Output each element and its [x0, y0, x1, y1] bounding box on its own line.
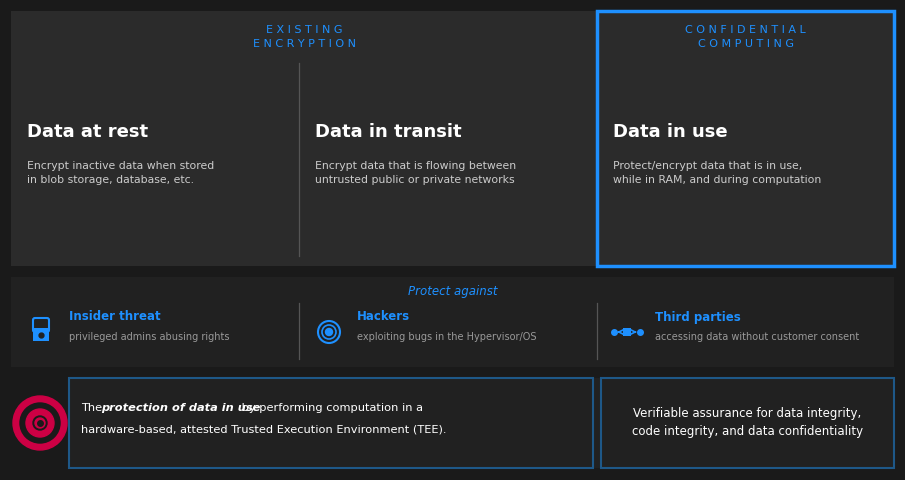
Text: privileged admins abusing rights: privileged admins abusing rights	[69, 332, 230, 342]
Text: Data in use: Data in use	[613, 123, 728, 141]
Text: E X I S T I N G: E X I S T I N G	[266, 25, 342, 35]
Circle shape	[26, 409, 54, 437]
Text: exploiting bugs in the Hypervisor/OS: exploiting bugs in the Hypervisor/OS	[357, 332, 537, 342]
Text: Hackers: Hackers	[357, 311, 410, 324]
Text: C O N F I D E N T I A L: C O N F I D E N T I A L	[685, 25, 805, 35]
Text: hardware-based, attested Trusted Execution Environment (TEE).: hardware-based, attested Trusted Executi…	[81, 425, 446, 435]
Circle shape	[33, 416, 47, 430]
Text: Insider threat: Insider threat	[69, 311, 160, 324]
FancyBboxPatch shape	[69, 378, 894, 468]
FancyBboxPatch shape	[623, 328, 631, 336]
Text: protection of data in use: protection of data in use	[101, 403, 261, 413]
FancyBboxPatch shape	[11, 277, 894, 367]
Text: The: The	[81, 403, 106, 413]
Circle shape	[20, 403, 60, 443]
Text: Protect against: Protect against	[408, 285, 497, 298]
Text: Protect/encrypt data that is in use,
while in RAM, and during computation: Protect/encrypt data that is in use, whi…	[613, 161, 821, 185]
Text: Encrypt data that is flowing between
untrusted public or private networks: Encrypt data that is flowing between unt…	[315, 161, 516, 185]
Text: by performing computation in a: by performing computation in a	[238, 403, 423, 413]
Text: code integrity, and data confidentiality: code integrity, and data confidentiality	[632, 425, 863, 439]
Text: C O M P U T I N G: C O M P U T I N G	[698, 39, 794, 49]
FancyBboxPatch shape	[11, 11, 894, 266]
FancyBboxPatch shape	[597, 11, 894, 266]
FancyBboxPatch shape	[69, 378, 593, 468]
Circle shape	[35, 418, 45, 428]
FancyBboxPatch shape	[33, 328, 49, 341]
FancyBboxPatch shape	[601, 378, 894, 468]
Text: Verifiable assurance for data integrity,: Verifiable assurance for data integrity,	[634, 408, 862, 420]
Circle shape	[13, 396, 67, 450]
Text: E N C R Y P T I O N: E N C R Y P T I O N	[252, 39, 356, 49]
Text: Data at rest: Data at rest	[27, 123, 148, 141]
Text: Third parties: Third parties	[655, 311, 741, 324]
Text: Data in transit: Data in transit	[315, 123, 462, 141]
Text: Encrypt inactive data when stored
in blob storage, database, etc.: Encrypt inactive data when stored in blo…	[27, 161, 214, 185]
Circle shape	[326, 328, 332, 336]
Text: accessing data without customer consent: accessing data without customer consent	[655, 332, 859, 342]
